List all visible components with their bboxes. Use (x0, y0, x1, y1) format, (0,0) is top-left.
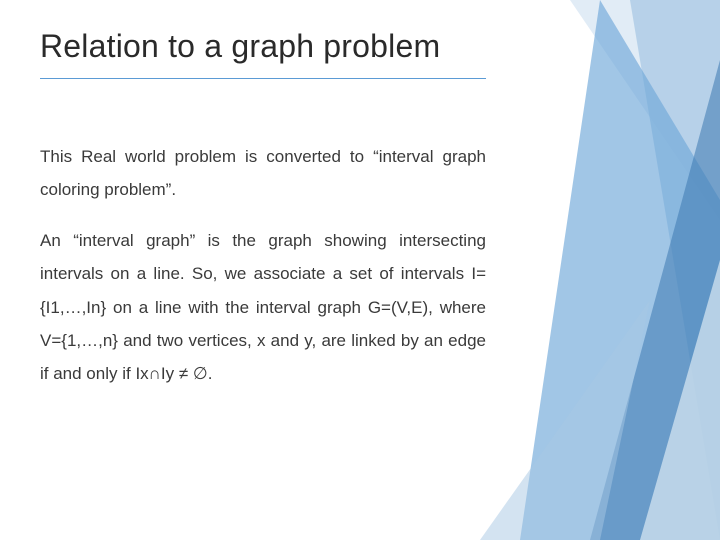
slide: Relation to a graph problem This Real wo… (0, 0, 720, 540)
paragraph-1: This Real world problem is converted to … (40, 140, 486, 206)
slide-title: Relation to a graph problem (40, 28, 440, 65)
paragraph-2: An “interval graph” is the graph showing… (40, 224, 486, 390)
title-underline (40, 78, 486, 79)
slide-body: This Real world problem is converted to … (40, 140, 486, 408)
